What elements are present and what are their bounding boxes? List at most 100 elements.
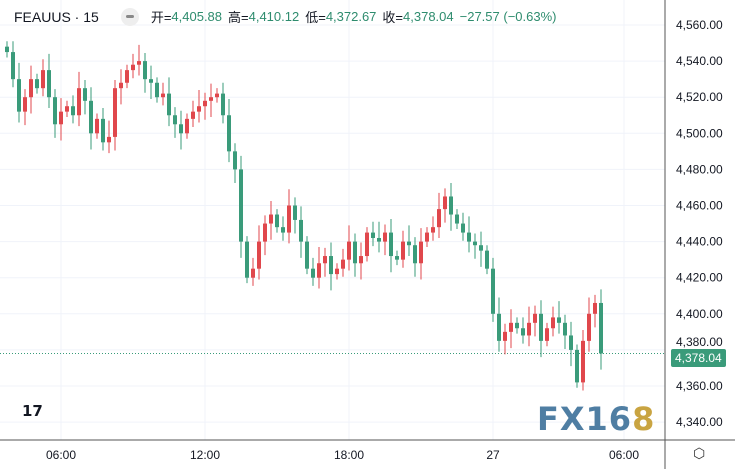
x-tick-label: 06:00 [46,448,76,462]
candle-body [143,61,147,80]
candle-body [461,223,465,233]
candle-body [11,52,15,80]
tradingview-logo[interactable]: 17 [22,402,43,420]
candle-body [401,241,405,260]
candle-body [281,227,285,233]
candle-body [53,97,57,125]
candle-body [47,70,51,98]
y-tick-label: 4,560.00 [676,18,723,32]
candle-body [419,241,423,264]
candle-body [5,46,9,53]
settings-icon[interactable]: ⬡ [693,445,706,461]
x-tick-label: 06:00 [609,448,639,462]
candle-body [599,302,603,354]
y-tick-label: 4,460.00 [676,199,723,213]
candle-body [395,256,399,260]
high-value: 4,410.12 [248,9,300,24]
candle-body [329,256,333,275]
x-tick-label: 27 [486,448,500,462]
candle-body [359,256,363,264]
y-tick-label: 4,500.00 [676,126,723,140]
high-label: 高= [228,10,249,25]
change-value: −27.57 (−0.63%) [459,9,557,24]
candle-body [245,241,249,278]
candle-body [83,88,87,101]
candle-body [497,313,501,341]
y-tick-label: 4,540.00 [676,54,723,68]
candle-body [287,205,291,233]
candle-body [191,111,195,119]
candle-body [587,313,591,341]
candle-body [137,61,141,65]
candle-body [317,263,321,278]
candle-body [551,317,555,329]
y-tick-label: 4,360.00 [676,379,723,393]
candle-body [515,322,519,329]
candle-body [215,93,219,98]
candle-body [377,237,381,242]
candle-body [593,302,597,314]
candle-body [311,268,315,278]
candle-body [539,313,543,341]
candle-body [413,245,417,264]
x-tick-label: 18:00 [334,448,364,462]
candle-body [257,241,261,269]
candle-body [161,93,165,98]
candle-body [221,93,225,116]
candle-body [17,79,21,112]
y-tick-label: 4,480.00 [676,162,723,176]
collapse-icon[interactable] [120,7,139,26]
candle-body [299,219,303,242]
candle-body [293,205,297,220]
y-tick-label: 4,440.00 [676,235,723,249]
candle-body [431,227,435,233]
candle-body [113,88,117,137]
candle-body [233,151,237,170]
candle-body [371,232,375,238]
candle-body [509,322,513,332]
candle-body [305,241,309,269]
candle-body [41,70,45,89]
y-tick-label: 4,520.00 [676,90,723,104]
last-price-tag: 4,378.04 [671,349,726,367]
candle-body [131,64,135,71]
candle-body [263,223,267,242]
candle-body [569,335,573,350]
candle-body [29,79,33,98]
candle-body [407,241,411,246]
open-value: 4,405.88 [171,9,223,24]
candle-body [173,115,177,125]
candle-body [209,97,213,101]
candle-body [527,322,531,336]
candle-body [95,118,99,134]
legend-header: FEAUUS · 15 开= 4,405.88 高= 4,410.12 低= 4,37… [14,7,562,26]
y-tick-label: 4,420.00 [676,271,723,285]
candle-body [503,331,507,341]
candle-body [341,259,345,269]
symbol-label[interactable]: FEAUUS · 15 [14,8,99,25]
close-label: 收= [382,10,404,25]
candle-body [107,136,111,143]
candle-body [149,79,153,83]
candle-body [35,79,39,89]
candle-body [389,232,393,257]
candle-body [179,124,183,134]
candle-body [239,169,243,242]
candle-body [485,250,489,269]
candle-body [275,214,279,228]
candle-body [23,97,27,112]
candle-body [575,349,579,383]
candle-body [455,214,459,224]
y-tick-label: 4,400.00 [676,307,723,321]
candle-body [467,232,471,242]
candle-body [425,232,429,242]
candle-body [437,209,441,228]
candle-body [545,328,549,341]
candle-body [185,118,189,134]
candle-body [323,256,327,264]
candle-body [335,268,339,275]
candle-body [353,241,357,264]
candle-body [479,245,483,251]
candle-body [71,106,75,116]
